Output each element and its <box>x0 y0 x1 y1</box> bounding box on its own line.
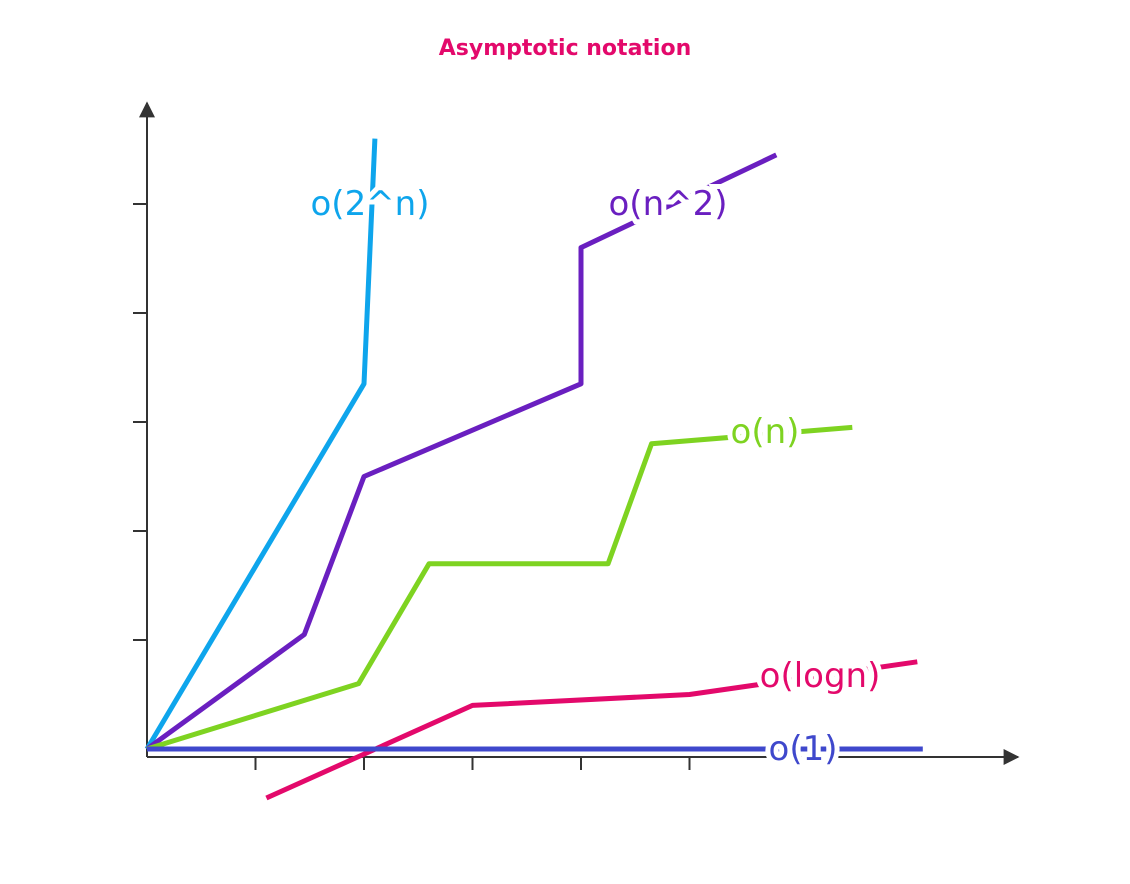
series-line-2 <box>146 424 853 752</box>
series-line-0 <box>144 138 378 751</box>
series-label-1: o(n^2) <box>609 184 728 224</box>
axes <box>133 101 1020 770</box>
series-layer <box>144 138 923 801</box>
chart-title: Asymptotic notation <box>438 36 692 61</box>
series-label-4: o(1) <box>769 729 838 769</box>
series-labels: o(2^n) o(n^2) o(n) o(logn) o(1) <box>306 179 886 774</box>
series-label-0: o(2^n) <box>311 184 430 224</box>
series-line-1 <box>145 152 778 752</box>
series-label-2: o(n) <box>731 412 800 452</box>
series-line-3 <box>265 659 918 801</box>
series-label-3: o(logn) <box>760 656 881 696</box>
